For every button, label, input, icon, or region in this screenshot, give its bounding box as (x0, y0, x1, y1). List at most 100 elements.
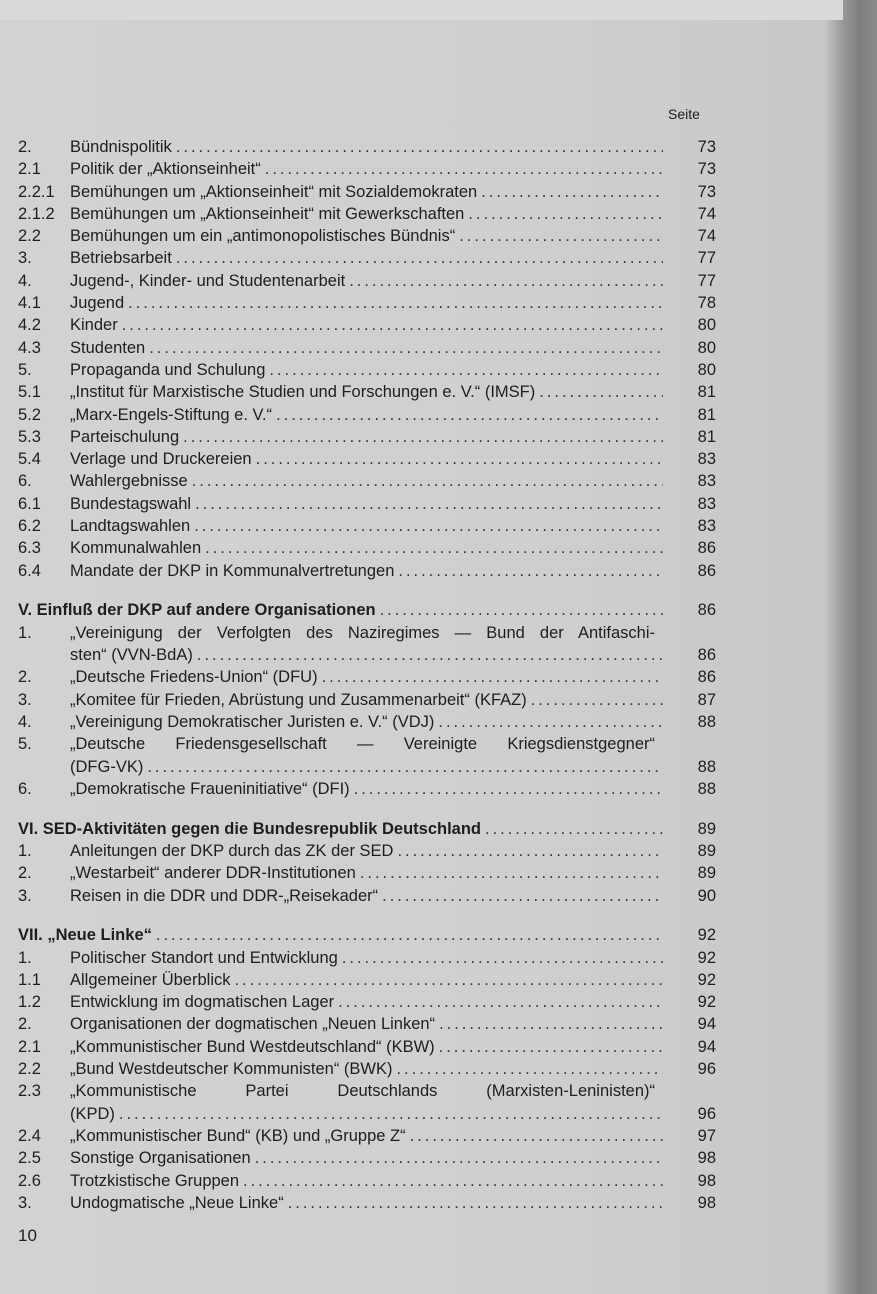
entry-title: Allgemeiner Überblick (70, 970, 231, 989)
page-ref: 98 (697, 1149, 716, 1168)
page-ref: 92 (697, 970, 716, 989)
toc-entry: 4. „Vereinigung Demokratischer Juristen e… (18, 711, 718, 733)
entry-title: Politik der „Aktionseinheit“ (70, 160, 261, 179)
toc-section-heading: VI. SED-Aktivitäten gegen die Bundesrepu… (18, 818, 718, 840)
entry-number: 2.1 (18, 1037, 41, 1056)
entry-number: 6.3 (18, 539, 41, 558)
page-ref: 74 (697, 227, 716, 246)
entry-title: Politischer Standort und Entwicklung (70, 948, 338, 967)
entry-number: 6.4 (18, 561, 41, 580)
page-ref: 86 (697, 561, 716, 580)
toc-entry: 5.2 „Marx-Engels-Stiftung e. V.“ 81 (18, 404, 718, 426)
entry-number: 1.1 (18, 970, 41, 989)
toc-entry-continuation: (KPD) 96 (18, 1103, 718, 1125)
dot-leader (261, 158, 663, 180)
toc-entry: 2.1 „Kommunistischer Bund Westdeutschland… (18, 1036, 718, 1058)
table-of-contents: 2. Bündnispolitik 73 2.1 Politik der „Aktion… (18, 136, 718, 1214)
dot-leader (272, 404, 663, 426)
entry-number: 2.4 (18, 1126, 41, 1145)
toc-entry: 1. „Vereinigung der Verfolgten des Nazire… (18, 622, 718, 644)
entry-number: 2.2 (18, 227, 41, 246)
dot-leader (338, 947, 663, 969)
toc-entry: 2.1 Politik der „Aktionseinheit“ 73 (18, 158, 718, 180)
page-ref: 81 (697, 427, 716, 446)
entry-title-continued: sten“ (VVN-BdA) (70, 646, 193, 665)
toc-entry: 2.2 „Bund Westdeutscher Kommunisten“ (BWK… (18, 1058, 718, 1080)
page-ref: 86 (697, 668, 716, 687)
dot-leader (393, 840, 663, 862)
dot-leader (115, 1103, 663, 1125)
entry-number: 2. (18, 668, 32, 687)
entry-title: „Kommunistischer Bund Westdeutschland“ (… (70, 1037, 435, 1056)
page-ref: 97 (697, 1126, 716, 1145)
toc-entry: 5.3 Parteischulung 81 (18, 426, 718, 448)
entry-title-continued: (KPD) (70, 1104, 115, 1123)
toc-entry: 3. Betriebsarbeit 77 (18, 247, 718, 269)
page-ref: 87 (697, 690, 716, 709)
page-ref: 86 (697, 539, 716, 558)
entry-title: Bundestagswahl (70, 494, 192, 513)
dot-leader (318, 666, 663, 688)
dot-leader (152, 924, 663, 946)
page-ref: 94 (697, 1015, 716, 1034)
entry-number: 1. (18, 841, 32, 860)
page-ref: 77 (697, 249, 716, 268)
page-ref: 89 (697, 841, 716, 860)
entry-title: Bemühungen um ein „antimonopolistisches … (70, 227, 456, 246)
entry-number-spacer (18, 644, 70, 666)
entry-title: „Vereinigung Demokratischer Juristen e. … (70, 712, 435, 731)
toc-section-heading: V. Einfluß der DKP auf andere Organisati… (18, 599, 718, 621)
dot-leader (435, 1013, 663, 1035)
page-ref: 89 (697, 864, 716, 883)
section-title: V. Einfluß der DKP auf andere Organisati… (18, 601, 376, 620)
entry-title: Organisationen der dogmatischen „Neuen L… (70, 1015, 436, 1034)
dot-leader (345, 270, 663, 292)
entry-number: 2.3 (18, 1082, 41, 1101)
dot-leader (284, 1192, 663, 1214)
dot-leader (252, 448, 663, 470)
page-ref: 78 (697, 294, 716, 313)
page-ref: 80 (697, 316, 716, 335)
toc-entry: 2.3 „Kommunistische Partei Deutschlands (… (18, 1080, 718, 1102)
page-ref: 83 (697, 472, 716, 491)
toc-entry: 6.3 Kommunalwahlen 86 (18, 537, 718, 559)
entry-number: 2.2 (18, 1060, 41, 1079)
page-number: 10 (18, 1226, 37, 1245)
toc-entry-continuation: sten“ (VVN-BdA) 86 (18, 644, 718, 666)
toc-entry: 2.6 Trotzkistische Gruppen 98 (18, 1170, 718, 1192)
toc-entry: 1. Anleitungen der DKP durch das ZK der S… (18, 840, 718, 862)
toc-entry: 2.2 Bemühungen um ein „antimonopolistisch… (18, 225, 718, 247)
entry-number: 1.2 (18, 993, 41, 1012)
entry-number: 3. (18, 1193, 32, 1212)
entry-number: 5. (18, 735, 32, 754)
entry-title: Betriebsarbeit (70, 249, 172, 268)
dot-leader (435, 1036, 663, 1058)
entry-title: „Komitee für Frieden, Abrüstung und Zusa… (70, 690, 527, 709)
entry-number: 5.4 (18, 450, 41, 469)
entry-number: 3. (18, 249, 32, 268)
entry-number: 6. (18, 779, 32, 798)
entry-title: „Vereinigung der Verfolgten des Naziregi… (70, 623, 655, 642)
toc-entry: 5.4 Verlage und Druckereien 83 (18, 448, 718, 470)
entry-title: Jugend (70, 294, 125, 313)
entry-title: Anleitungen der DKP durch das ZK der SED (70, 841, 394, 860)
toc-entry: 2. Bündnispolitik 73 (18, 136, 718, 158)
dot-leader (527, 689, 663, 711)
dot-leader (193, 644, 663, 666)
entry-number: 4. (18, 271, 32, 290)
dot-leader (434, 711, 663, 733)
dot-leader (145, 337, 663, 359)
entry-title: „Institut für Marxistische Studien und F… (70, 383, 536, 402)
entry-number: 3. (18, 886, 32, 905)
entry-number: 2.1.2 (18, 204, 55, 223)
section-title: VI. SED-Aktivitäten gegen die Bundesrepu… (18, 819, 481, 838)
page-ref: 74 (697, 204, 716, 223)
toc-entry: 2. „Westarbeit“ anderer DDR-Institutionen… (18, 862, 718, 884)
dot-leader (179, 426, 663, 448)
entry-title: Reisen in die DDR und DDR-„Reisekader“ (70, 886, 379, 905)
entry-number: 2. (18, 864, 32, 883)
dot-leader (124, 292, 663, 314)
entry-title: Undogmatische „Neue Linke“ (70, 1193, 284, 1212)
toc-entry: 3. Reisen in die DDR und DDR-„Reisekader“… (18, 885, 718, 907)
entry-title: „Kommunistische Partei Deutschlands (Mar… (70, 1082, 655, 1101)
